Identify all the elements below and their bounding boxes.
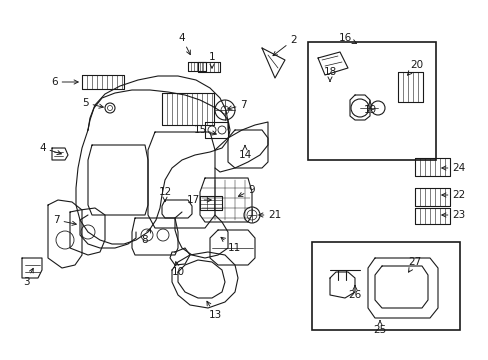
Text: 17: 17 (186, 195, 211, 205)
Text: 25: 25 (373, 321, 386, 335)
Text: 22: 22 (441, 190, 464, 200)
Text: 3: 3 (22, 268, 33, 287)
Text: 16: 16 (338, 33, 356, 44)
Text: 4: 4 (178, 33, 190, 55)
Text: 27: 27 (407, 257, 421, 272)
Text: 14: 14 (238, 145, 251, 160)
Text: 7: 7 (227, 100, 246, 110)
Text: 15: 15 (193, 125, 216, 135)
Text: 6: 6 (51, 77, 78, 87)
Text: 7: 7 (53, 215, 76, 225)
Text: 12: 12 (158, 187, 171, 202)
Text: 5: 5 (82, 98, 103, 108)
Bar (307, 42, 435, 160)
Bar (311, 242, 459, 330)
Text: 13: 13 (206, 301, 221, 320)
Text: 4: 4 (40, 143, 61, 154)
Text: 23: 23 (441, 210, 464, 220)
Text: 18: 18 (323, 67, 336, 81)
Text: 11: 11 (221, 237, 241, 253)
Text: 21: 21 (258, 210, 281, 220)
Text: 26: 26 (347, 285, 361, 300)
Text: 24: 24 (441, 163, 464, 173)
Text: 20: 20 (407, 60, 422, 75)
Text: 2: 2 (272, 35, 296, 56)
Text: 9: 9 (238, 185, 254, 196)
Text: 8: 8 (142, 229, 150, 245)
Text: 19: 19 (363, 101, 376, 115)
Text: 1: 1 (208, 52, 215, 68)
Text: 10: 10 (171, 262, 184, 277)
